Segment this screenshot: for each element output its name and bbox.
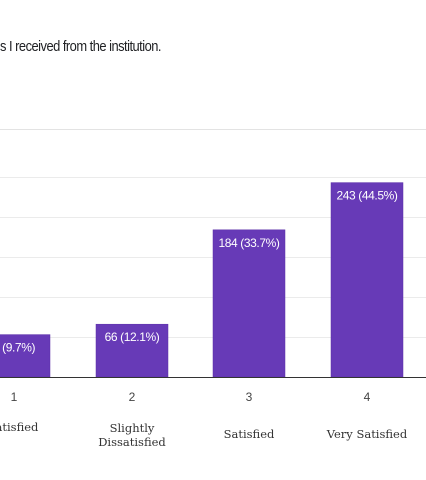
bar-data-label: 243 (44.5%): [337, 189, 398, 203]
bar-1: [0, 334, 51, 378]
x-category-label: satisfied: [0, 420, 39, 434]
x-tick-label: 1: [11, 390, 18, 404]
bar-data-label: 3 (9.7%): [0, 341, 35, 355]
bar-4: [330, 182, 404, 378]
chart-title: s I received from the institution.: [0, 38, 162, 55]
x-category-label: Dissatisfied: [98, 435, 166, 449]
x-category-label: Satisfied: [224, 427, 275, 441]
x-category-label: Very Satisfied: [326, 427, 408, 441]
x-tick-label: 3: [246, 390, 253, 404]
bar-3: [212, 229, 286, 378]
bar-data-label: 184 (33.7%): [219, 236, 280, 250]
bars: 3 (9.7%) 66 (12.1%) 184 (33.7%) 243 (44.5%): [0, 182, 404, 378]
x-category-label: Slightly: [110, 421, 155, 435]
bar-2: [95, 323, 169, 378]
x-tick-label: 2: [129, 390, 136, 404]
x-tick-label: 4: [364, 390, 371, 404]
bar-data-label: 66 (12.1%): [105, 330, 160, 344]
